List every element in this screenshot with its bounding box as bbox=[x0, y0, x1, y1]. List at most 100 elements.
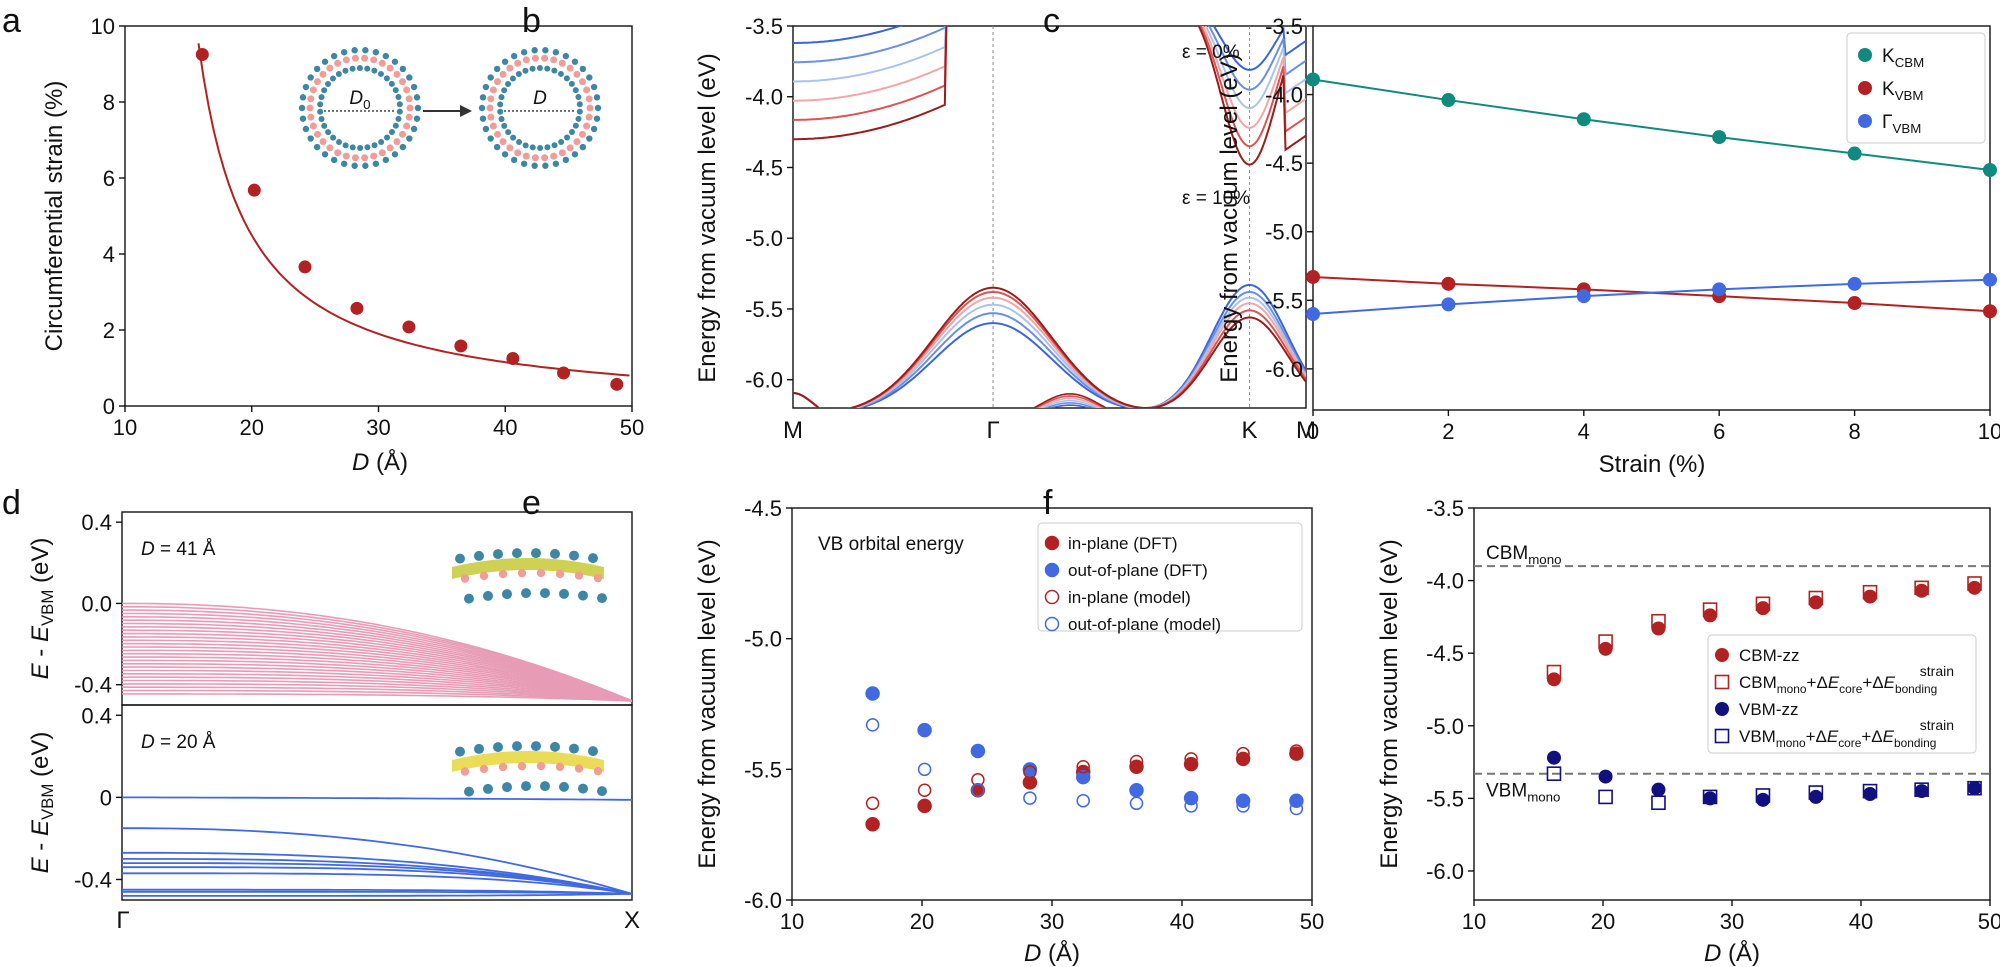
text-part: E bbox=[1828, 673, 1840, 692]
text-part: K bbox=[1882, 79, 1895, 100]
mid-atom bbox=[313, 78, 321, 86]
data-point bbox=[1983, 304, 1997, 319]
y-tick-label: -4.5 bbox=[1426, 641, 1464, 666]
data-point bbox=[1755, 788, 1771, 803]
inner-atom bbox=[529, 65, 536, 72]
outer-atom bbox=[321, 58, 329, 65]
data-point bbox=[610, 377, 624, 391]
atom bbox=[512, 548, 522, 559]
atom bbox=[593, 766, 603, 776]
inner-atom bbox=[505, 80, 512, 87]
text-part: (eV) bbox=[27, 732, 54, 784]
data-point bbox=[1914, 583, 1929, 598]
inner-atom bbox=[392, 122, 399, 129]
y-tick-label: -4.0 bbox=[745, 85, 783, 110]
inner-atom bbox=[378, 138, 385, 145]
inner-atom bbox=[537, 144, 544, 151]
text-part: mono bbox=[1528, 552, 1561, 567]
inner-atom bbox=[357, 144, 364, 151]
y-tick-label: -6.0 bbox=[744, 888, 782, 913]
atom bbox=[540, 588, 550, 599]
outer-atom bbox=[413, 94, 421, 101]
text-part: VBM bbox=[1486, 781, 1527, 802]
atom bbox=[493, 549, 503, 560]
legend-marker bbox=[1714, 674, 1730, 690]
atom bbox=[569, 743, 579, 754]
data-point bbox=[195, 48, 209, 61]
text-part: mono bbox=[1777, 682, 1807, 696]
outer-atom bbox=[594, 104, 602, 112]
outer-atom bbox=[510, 156, 518, 164]
mid-atom bbox=[573, 70, 581, 78]
data-point bbox=[865, 816, 880, 832]
outer-atom bbox=[501, 58, 509, 65]
outer-atom bbox=[313, 65, 321, 73]
lower-band-line bbox=[1039, 399, 1101, 408]
atom bbox=[550, 548, 560, 559]
band-line bbox=[122, 672, 632, 702]
inner-atom bbox=[497, 108, 504, 115]
mid-atom bbox=[309, 122, 317, 130]
outer-atom bbox=[414, 104, 422, 112]
x-tick-label: 50 bbox=[1978, 909, 2000, 934]
mid-atom bbox=[506, 64, 514, 72]
mid-atom bbox=[361, 54, 369, 62]
text-part: D bbox=[141, 732, 155, 753]
data-point bbox=[1184, 752, 1198, 766]
atom bbox=[536, 568, 546, 578]
mid-atom bbox=[531, 154, 539, 162]
text-part: +Δ bbox=[1861, 727, 1882, 746]
inner-atom bbox=[498, 94, 505, 101]
data-point bbox=[1863, 589, 1878, 604]
band-line bbox=[122, 639, 632, 702]
atom bbox=[502, 782, 512, 793]
outer-atom bbox=[531, 162, 538, 169]
k-point-label: Γ bbox=[986, 417, 999, 444]
inner-atom bbox=[576, 108, 583, 115]
data-point bbox=[917, 722, 932, 738]
atom bbox=[593, 573, 603, 583]
inner-atom bbox=[371, 67, 378, 74]
conduction-band-line bbox=[793, 26, 1306, 166]
outer-atom bbox=[562, 156, 570, 164]
band-line bbox=[122, 827, 632, 895]
panel-e: 10 20 30 40 50 -6.0 -5.5 -5.0 -4.5 Energy from va… bbox=[694, 496, 1324, 967]
data-point bbox=[1236, 799, 1250, 813]
y-tick-label: 0 bbox=[100, 785, 112, 810]
text-part: +Δ bbox=[1806, 727, 1827, 746]
atom bbox=[588, 553, 598, 564]
inner-atom bbox=[383, 75, 390, 82]
inner-atom bbox=[364, 144, 371, 151]
legend-marker bbox=[1858, 114, 1872, 128]
band-line bbox=[122, 890, 632, 895]
outer-atom bbox=[340, 160, 348, 167]
outer-atom bbox=[330, 156, 338, 164]
inner-atom bbox=[395, 115, 402, 122]
inner-atom bbox=[536, 65, 543, 72]
mid-atom bbox=[399, 130, 407, 138]
inner-atom bbox=[544, 65, 551, 72]
mid-atom bbox=[493, 78, 501, 86]
mid-atom bbox=[579, 130, 587, 138]
outer-atom bbox=[406, 135, 413, 142]
text-part: Γ bbox=[1882, 112, 1892, 133]
band-line bbox=[122, 619, 632, 702]
atom bbox=[559, 781, 569, 792]
panel-a: 10 20 30 40 50 0 2 4 6 8 10 Circumferential strain … bbox=[41, 14, 644, 476]
x-axis-label: D (Å) bbox=[1704, 939, 1760, 967]
mid-atom bbox=[361, 154, 369, 162]
legend-label: out-of-plane (model) bbox=[1068, 615, 1221, 634]
atom bbox=[555, 569, 565, 579]
atom bbox=[597, 786, 607, 797]
valence-band-line bbox=[793, 286, 1306, 408]
y-tick-label: -3.5 bbox=[1426, 496, 1464, 521]
outer-atom bbox=[391, 58, 399, 65]
inner-atom bbox=[388, 80, 395, 87]
inner-atom bbox=[349, 144, 356, 151]
series-line bbox=[1312, 278, 1991, 315]
panel-label-f: f bbox=[1043, 484, 1053, 522]
outer-atom bbox=[562, 52, 570, 60]
data-point bbox=[1598, 769, 1613, 784]
y-axis-label-text: E - EVBM (eV) bbox=[27, 732, 57, 874]
outer-atom bbox=[391, 151, 399, 158]
